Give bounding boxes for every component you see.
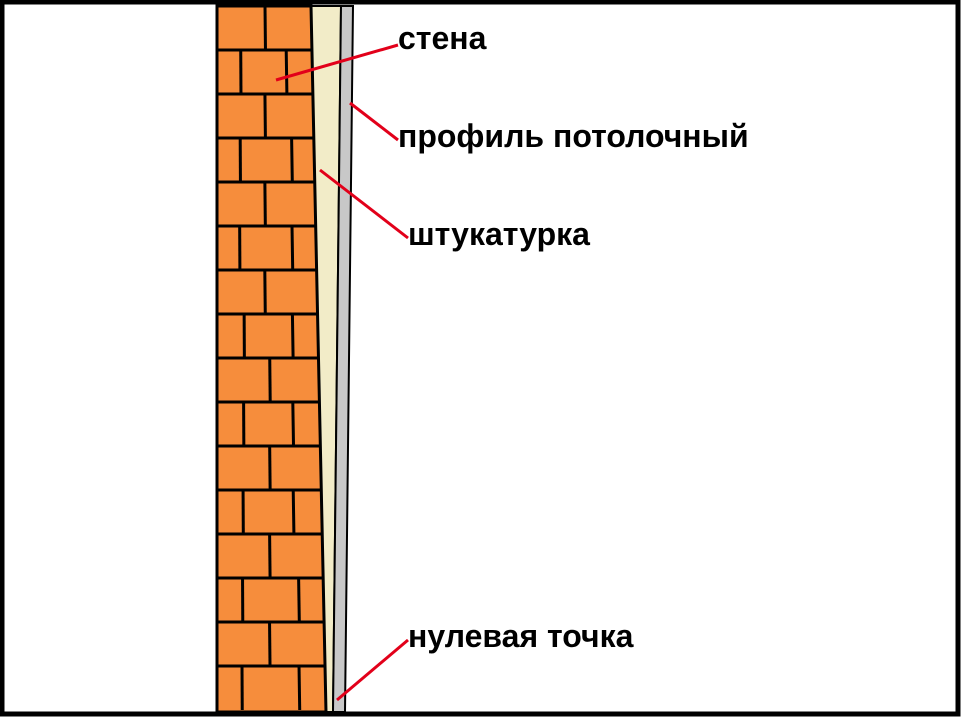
diagram-frame: стена профиль потолочный штукатурка нуле… (0, 0, 961, 717)
label-zero: нулевая точка (408, 618, 633, 655)
label-wall: стена (398, 20, 486, 57)
diagram-svg (0, 0, 961, 717)
label-profile: профиль потолочный (398, 118, 749, 155)
label-plaster: штукатурка (408, 216, 590, 253)
